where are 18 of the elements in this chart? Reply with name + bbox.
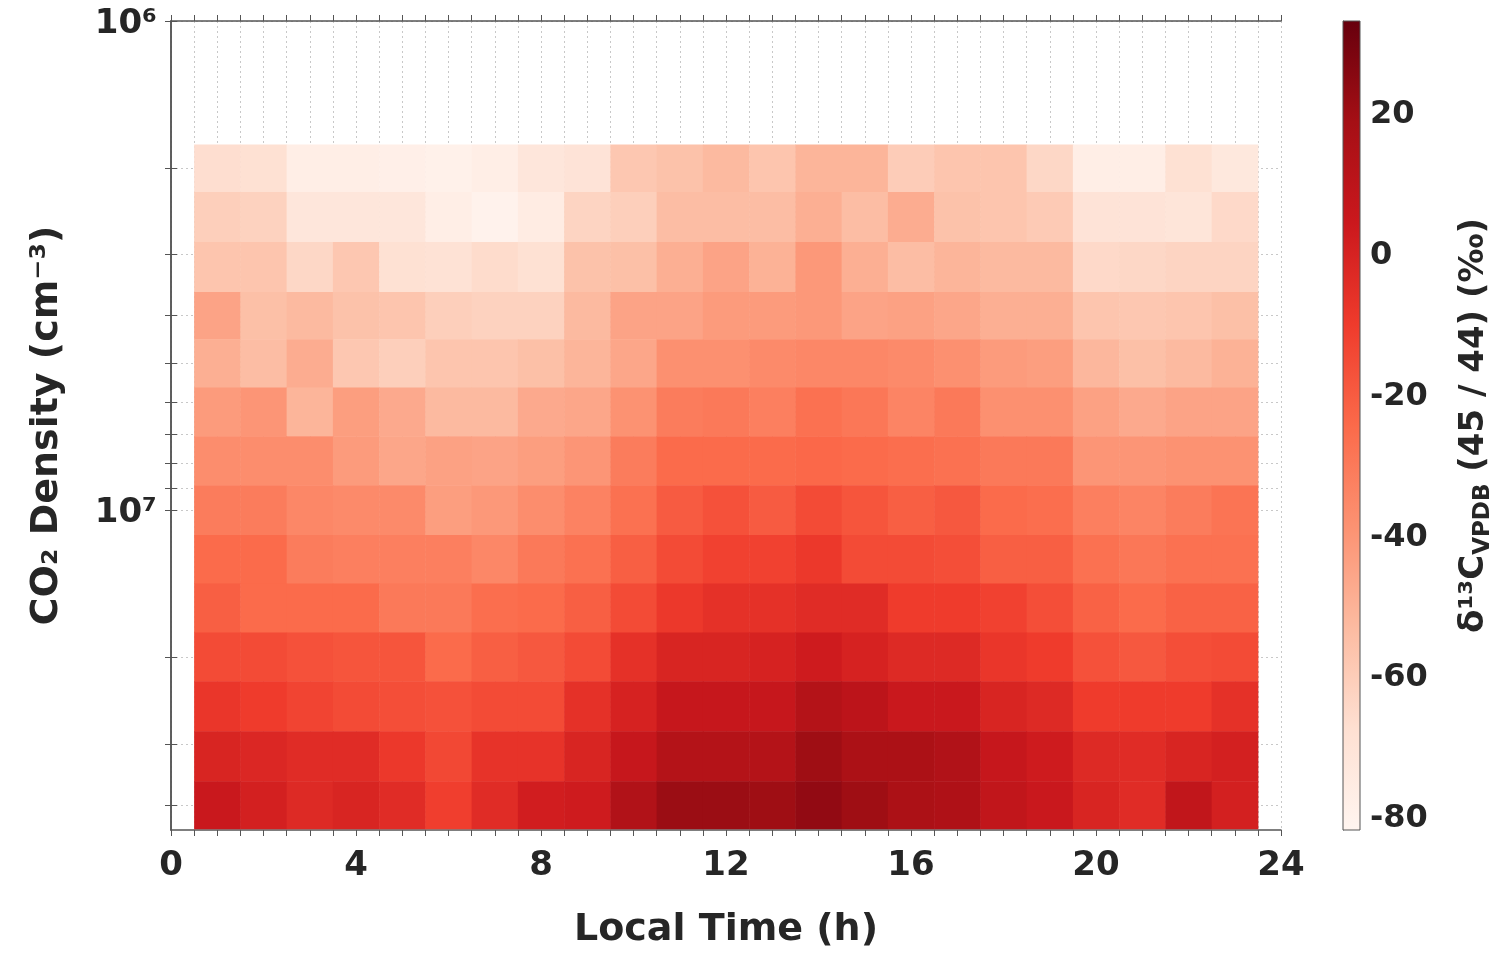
- x-tick-label: 24: [1257, 843, 1305, 883]
- y-axis-title: CO₂ Density (cm⁻³): [22, 225, 66, 626]
- x-tick-label: 8: [529, 843, 553, 883]
- color-bar-label: -20: [1370, 374, 1428, 413]
- color-bar-label: -60: [1370, 656, 1428, 695]
- x-tick-label: 4: [344, 843, 368, 883]
- x-tick-label: 0: [159, 843, 183, 883]
- color-bar-label: -80: [1370, 796, 1428, 835]
- color-bar-label: 0: [1370, 234, 1393, 273]
- y-tick-label: 10⁶: [94, 1, 157, 41]
- x-tick-label: 16: [887, 843, 935, 883]
- x-tick-label: 12: [702, 843, 750, 883]
- color-bar-title: δ¹³CVPDB (45 / 44) (‰): [1451, 218, 1494, 633]
- x-tick-label: 20: [1072, 843, 1120, 883]
- y-tick-label: 10⁷: [94, 490, 157, 531]
- color-bar-label: -40: [1370, 515, 1428, 554]
- color-bar-label: 20: [1370, 93, 1415, 132]
- x-axis-title: Local Time (h): [573, 905, 879, 949]
